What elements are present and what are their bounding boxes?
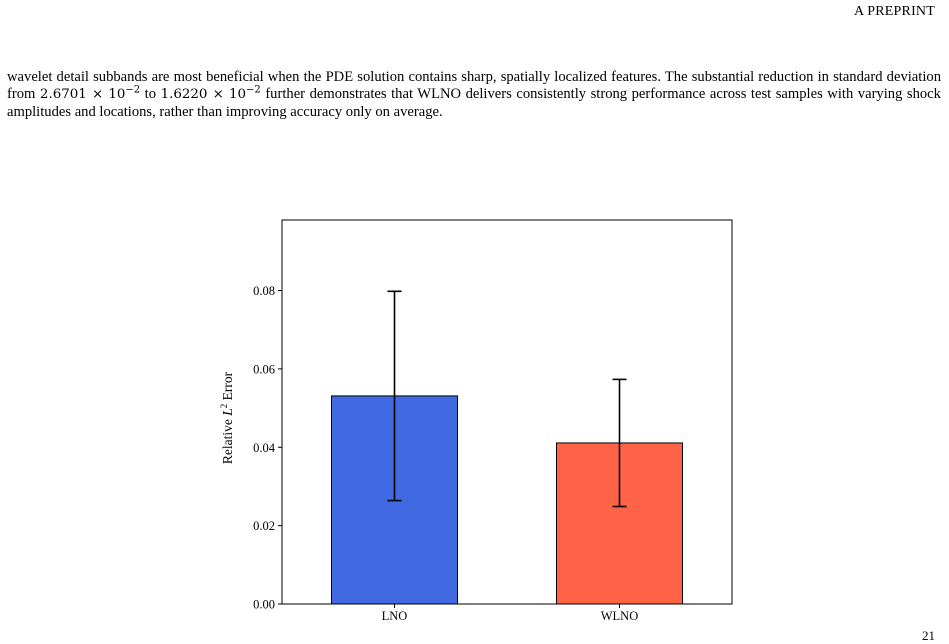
power-base: 10 xyxy=(108,87,126,103)
paragraph-text-end: further demonstrates that WLNO delivers … xyxy=(7,86,941,120)
errorbar-layer xyxy=(387,290,627,508)
times-symbol: × xyxy=(91,87,104,103)
running-header-initial: A xyxy=(854,4,864,19)
paragraph-text-between: to xyxy=(140,86,161,103)
std-wlno-value: 1.6220 × 10−2 xyxy=(160,84,261,103)
y-axis-label-suffix: Error xyxy=(220,371,235,403)
power-exponent: −2 xyxy=(125,84,141,96)
y-axis-label-symbol: L xyxy=(220,408,235,417)
y-axis: 0.00 0.02 0.04 0.06 0.08 xyxy=(253,284,282,612)
y-tick-label: 0.00 xyxy=(253,598,275,612)
y-axis-label: Relative L2 Error xyxy=(219,371,235,464)
y-tick-label: 0.06 xyxy=(253,362,275,376)
bars-layer xyxy=(331,395,683,605)
std-lno-mantissa: 2.6701 xyxy=(39,87,87,103)
y-tick-label: 0.04 xyxy=(253,441,276,455)
running-header: A PREPRINT xyxy=(854,4,935,20)
x-axis: LNO WLNO xyxy=(382,604,639,623)
x-tick-label-lno: LNO xyxy=(382,609,408,623)
paragraph-text-start: wavelet detail subbands are most benefic… xyxy=(7,69,941,103)
page-number: 21 xyxy=(922,628,935,643)
y-tick-label: 0.08 xyxy=(253,284,275,298)
body-paragraph: wavelet detail subbands are most benefic… xyxy=(7,69,941,121)
plot-frame xyxy=(281,219,733,605)
std-lno-value: 2.6701 × 10−2 xyxy=(39,84,141,103)
power-base: 10 xyxy=(228,87,247,103)
x-tick-label-wlno: WLNO xyxy=(601,609,639,623)
running-header-rest: PREPRINT xyxy=(867,4,935,19)
y-axis-label-power: 2 xyxy=(219,404,229,409)
power-exponent: −2 xyxy=(246,84,261,96)
std-wlno-mantissa: 1.6220 xyxy=(160,87,208,103)
y-axis-label-prefix: Relative xyxy=(220,416,235,464)
times-symbol: × xyxy=(212,87,224,103)
y-tick-label: 0.02 xyxy=(253,519,275,533)
